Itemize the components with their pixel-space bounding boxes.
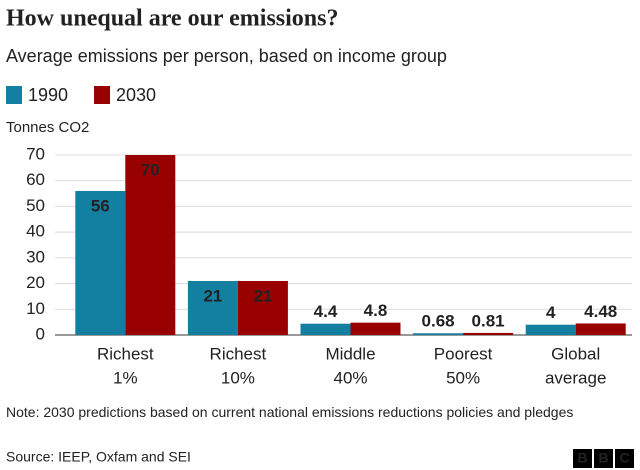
y-tick-label: 60	[26, 170, 45, 189]
legend-swatch	[94, 86, 110, 104]
logo-letter: C	[619, 450, 629, 466]
bar	[463, 332, 514, 335]
x-tick-label: Richest	[97, 344, 154, 363]
x-tick-label: 1%	[113, 368, 138, 387]
logo-block	[615, 449, 634, 468]
x-tick-label: 10%	[221, 368, 255, 387]
value-label: 56	[91, 196, 110, 215]
x-tick-label: Richest	[210, 344, 267, 363]
value-label: 4.4	[314, 302, 338, 321]
x-tick-label: Middle	[325, 344, 375, 363]
value-label: 0.68	[422, 312, 455, 331]
bar	[237, 281, 288, 335]
bar	[350, 322, 401, 335]
logo-block	[594, 449, 613, 468]
y-axis-label: Tonnes CO2	[6, 119, 89, 136]
y-tick-label: 50	[26, 196, 45, 215]
y-tick-label: 20	[26, 273, 45, 292]
x-tick-label: 40%	[333, 368, 367, 387]
chart-subtitle: Average emissions per person, based on i…	[6, 46, 447, 66]
legend-label: 1990	[28, 85, 68, 105]
logo-letter: B	[598, 450, 608, 466]
x-tick-label: Global	[551, 344, 600, 363]
legend-label: 2030	[116, 85, 156, 105]
x-tick-label: 50%	[446, 368, 480, 387]
bar	[187, 281, 238, 335]
value-label: 4	[546, 303, 556, 322]
y-tick-label: 40	[26, 222, 45, 241]
y-tick-label: 0	[36, 324, 45, 343]
bar	[575, 323, 626, 335]
value-label: 0.81	[472, 311, 505, 330]
value-label: 4.8	[364, 301, 388, 320]
y-tick-label: 70	[26, 144, 45, 163]
note: Note: 2030 predictions based on current …	[6, 404, 574, 420]
x-tick-label: Poorest	[434, 344, 493, 363]
y-tick-label: 10	[26, 299, 45, 318]
bar	[75, 191, 126, 335]
bar	[525, 324, 576, 335]
legend-swatch	[6, 86, 22, 104]
value-label: 21	[253, 286, 272, 305]
y-tick-label: 30	[26, 247, 45, 266]
bar	[413, 333, 464, 335]
value-label: 4.48	[584, 302, 617, 321]
source: Source: IEEP, Oxfam and SEI	[6, 449, 191, 465]
value-label: 70	[141, 160, 160, 179]
x-tick-label: average	[545, 368, 606, 387]
value-label: 21	[203, 286, 222, 305]
logo-letter: B	[577, 450, 587, 466]
chart-title: How unequal are our emissions?	[6, 6, 339, 32]
bar	[300, 323, 351, 335]
bar	[125, 155, 176, 335]
logo-block	[573, 449, 592, 468]
